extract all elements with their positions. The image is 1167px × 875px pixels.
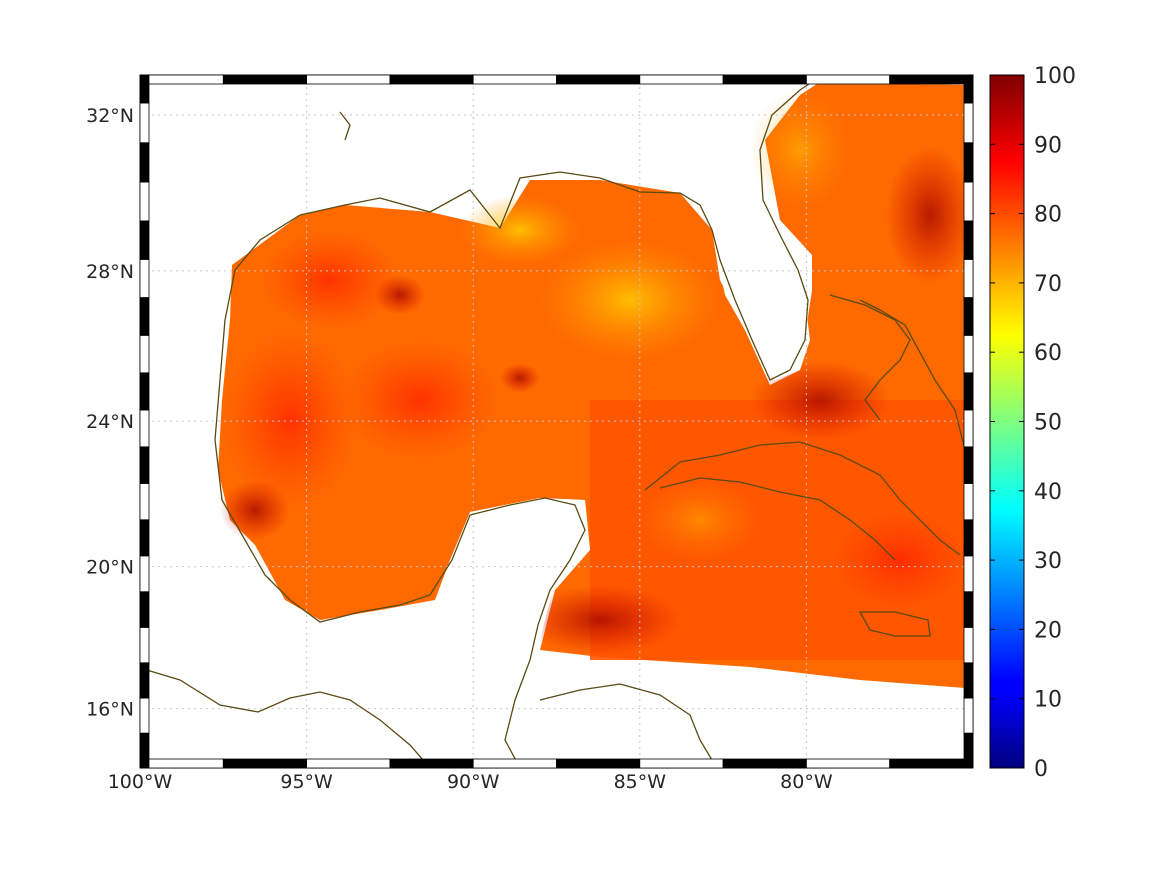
frame-segment-right [963, 297, 974, 336]
lon-tick-label: 90°W [447, 771, 500, 793]
frame-segment-left [139, 181, 150, 222]
colorbar-tick-label: 0 [1034, 757, 1048, 782]
frame-segment-right [963, 446, 974, 484]
lon-tick-label: 95°W [280, 771, 333, 793]
frame-segment-bottom [222, 758, 308, 769]
lat-tick-label: 24°N [86, 411, 134, 433]
colorbar-tick-label: 80 [1034, 203, 1062, 228]
colorbar: 0 10 20 30 40 50 60 70 80 90 100 [989, 64, 1076, 782]
frame-segment-bottom [889, 758, 974, 769]
frame-segment-top [306, 74, 391, 85]
colorbar-tick-label: 60 [1034, 341, 1062, 366]
lat-tick-label: 28°N [86, 261, 134, 283]
frame-segment-right [963, 142, 974, 183]
frame-segment-left [139, 519, 150, 557]
colorbar-tick-label: 10 [1034, 688, 1062, 713]
frame-segment-right [963, 591, 974, 628]
frame-segment-left [139, 297, 150, 336]
florida-land [712, 200, 810, 380]
colorbar-gradient [989, 74, 1025, 769]
frame-segment-left [139, 142, 150, 183]
frame-segment-right [963, 181, 974, 222]
colorbar-tick-label: 40 [1034, 480, 1062, 505]
frame-segment-left [139, 483, 150, 521]
frame-segment-bottom [639, 758, 724, 769]
frame-segment-left [139, 409, 150, 448]
axis-tick-labels: 100°W 95°W 90°W 85°W 80°W 16°N 20°N 24°N 28°N 32°… [86, 105, 833, 793]
frame-segment-bottom [806, 758, 891, 769]
frame-segment-bottom [472, 758, 557, 769]
lon-tick-label: 100°W [108, 771, 173, 793]
frame-segment-top [472, 74, 557, 85]
frame-segment-right [963, 732, 974, 769]
frame-segment-right [963, 220, 974, 260]
frame-segment-top [389, 74, 474, 85]
frame-segment-right [963, 259, 974, 298]
frame-segment-left [139, 334, 150, 374]
lat-tick-label: 20°N [86, 557, 134, 579]
frame-segment-top [889, 74, 974, 85]
frame-segment-left [139, 220, 150, 260]
colorbar-tick-label: 90 [1034, 133, 1062, 158]
frame-segment-left [139, 102, 150, 144]
colorbar-tick-label: 20 [1034, 618, 1062, 643]
lon-tick-label: 80°W [780, 771, 833, 793]
yucatan-land [440, 498, 590, 650]
frame-segment-left [139, 626, 150, 664]
frame-segment-left [139, 446, 150, 484]
frame-segment-bottom [139, 758, 224, 769]
colorbar-tick-label: 50 [1034, 411, 1062, 436]
colorbar-ticks: 0 10 20 30 40 50 60 70 80 90 100 [990, 64, 1076, 782]
map-frame [139, 74, 974, 769]
frame-segment-right [963, 74, 974, 104]
frame-segment-top [222, 74, 308, 85]
frame-segment-left [139, 732, 150, 769]
colorbar-tick-label: 70 [1034, 272, 1062, 297]
frame-segment-top [722, 74, 807, 85]
frame-segment-left [139, 259, 150, 298]
frame-segment-bottom [556, 758, 641, 769]
frame-segment-bottom [306, 758, 391, 769]
coastline [139, 79, 966, 769]
colorbar-tick-label: 100 [1034, 64, 1076, 89]
frame-segment-right [963, 626, 974, 664]
frame-segment-right [963, 334, 974, 374]
frame-segment-right [963, 102, 974, 144]
frame-segment-right [963, 662, 974, 699]
grid [140, 75, 973, 768]
frame-segment-top [639, 74, 724, 85]
lat-tick-label: 16°N [86, 699, 134, 721]
frame-segment-right [963, 697, 974, 734]
frame-segment-right [963, 519, 974, 557]
colorbar-tick-label: 30 [1034, 549, 1062, 574]
frame-segment-bottom [389, 758, 474, 769]
frame-segment-left [139, 74, 150, 104]
frame-segment-right [963, 555, 974, 593]
frame-segment-left [139, 372, 150, 411]
lat-tick-label: 32°N [86, 105, 134, 127]
frame-segment-right [963, 372, 974, 411]
frame-segment-left [139, 591, 150, 628]
frame-segment-bottom [722, 758, 807, 769]
frame-segment-right [963, 483, 974, 521]
frame-segment-top [806, 74, 891, 85]
frame-segment-top [556, 74, 641, 85]
data-field [218, 82, 973, 688]
frame-segment-left [139, 662, 150, 699]
frame-segment-right [963, 409, 974, 448]
frame-segment-left [139, 555, 150, 593]
frame-segment-left [139, 697, 150, 734]
lon-tick-label: 85°W [614, 771, 667, 793]
frame-segment-top [139, 74, 224, 85]
